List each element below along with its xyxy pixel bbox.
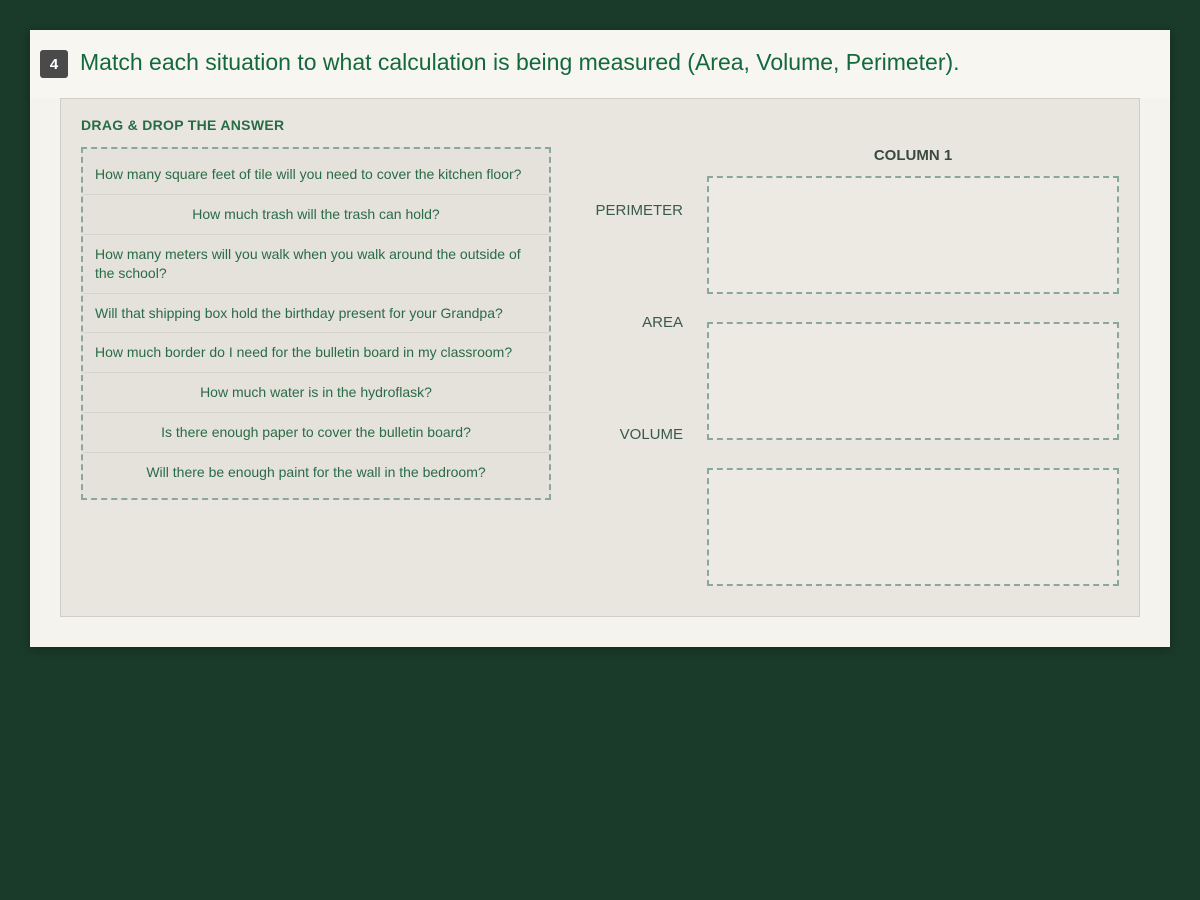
- drop-zone-volume[interactable]: [707, 468, 1119, 586]
- draggable-answer[interactable]: Is there enough paper to cover the bulle…: [83, 413, 549, 453]
- drop-column: COLUMN 1: [707, 147, 1119, 586]
- answer-source-box: How many square feet of tile will you ne…: [81, 147, 551, 500]
- question-prompt: Match each situation to what calculation…: [80, 48, 960, 78]
- question-number-badge: 4: [40, 50, 68, 78]
- question-header: 4 Match each situation to what calculati…: [30, 30, 1170, 98]
- drop-zone-area[interactable]: [707, 322, 1119, 440]
- draggable-answer[interactable]: How much trash will the trash can hold?: [83, 195, 549, 235]
- panel-title: DRAG & DROP THE ANSWER: [81, 117, 1119, 133]
- row-label-area: AREA: [569, 314, 689, 331]
- row-labels-column: PERIMETER AREA VOLUME: [569, 147, 689, 443]
- draggable-answer[interactable]: Will that shipping box hold the birthday…: [83, 294, 549, 334]
- draggable-answer[interactable]: Will there be enough paint for the wall …: [83, 453, 549, 492]
- activity-grid: How many square feet of tile will you ne…: [81, 147, 1119, 586]
- draggable-answer[interactable]: How much border do I need for the bullet…: [83, 333, 549, 373]
- row-label-volume: VOLUME: [569, 426, 689, 443]
- column-header: COLUMN 1: [707, 147, 1119, 164]
- draggable-answer[interactable]: How many square feet of tile will you ne…: [83, 155, 549, 195]
- drop-zone-perimeter[interactable]: [707, 176, 1119, 294]
- draggable-answer[interactable]: How many meters will you walk when you w…: [83, 235, 549, 294]
- draggable-answer[interactable]: How much water is in the hydroflask?: [83, 373, 549, 413]
- page-container: 4 Match each situation to what calculati…: [30, 30, 1170, 647]
- row-label-perimeter: PERIMETER: [569, 202, 689, 219]
- drag-drop-panel: DRAG & DROP THE ANSWER How many square f…: [60, 98, 1140, 617]
